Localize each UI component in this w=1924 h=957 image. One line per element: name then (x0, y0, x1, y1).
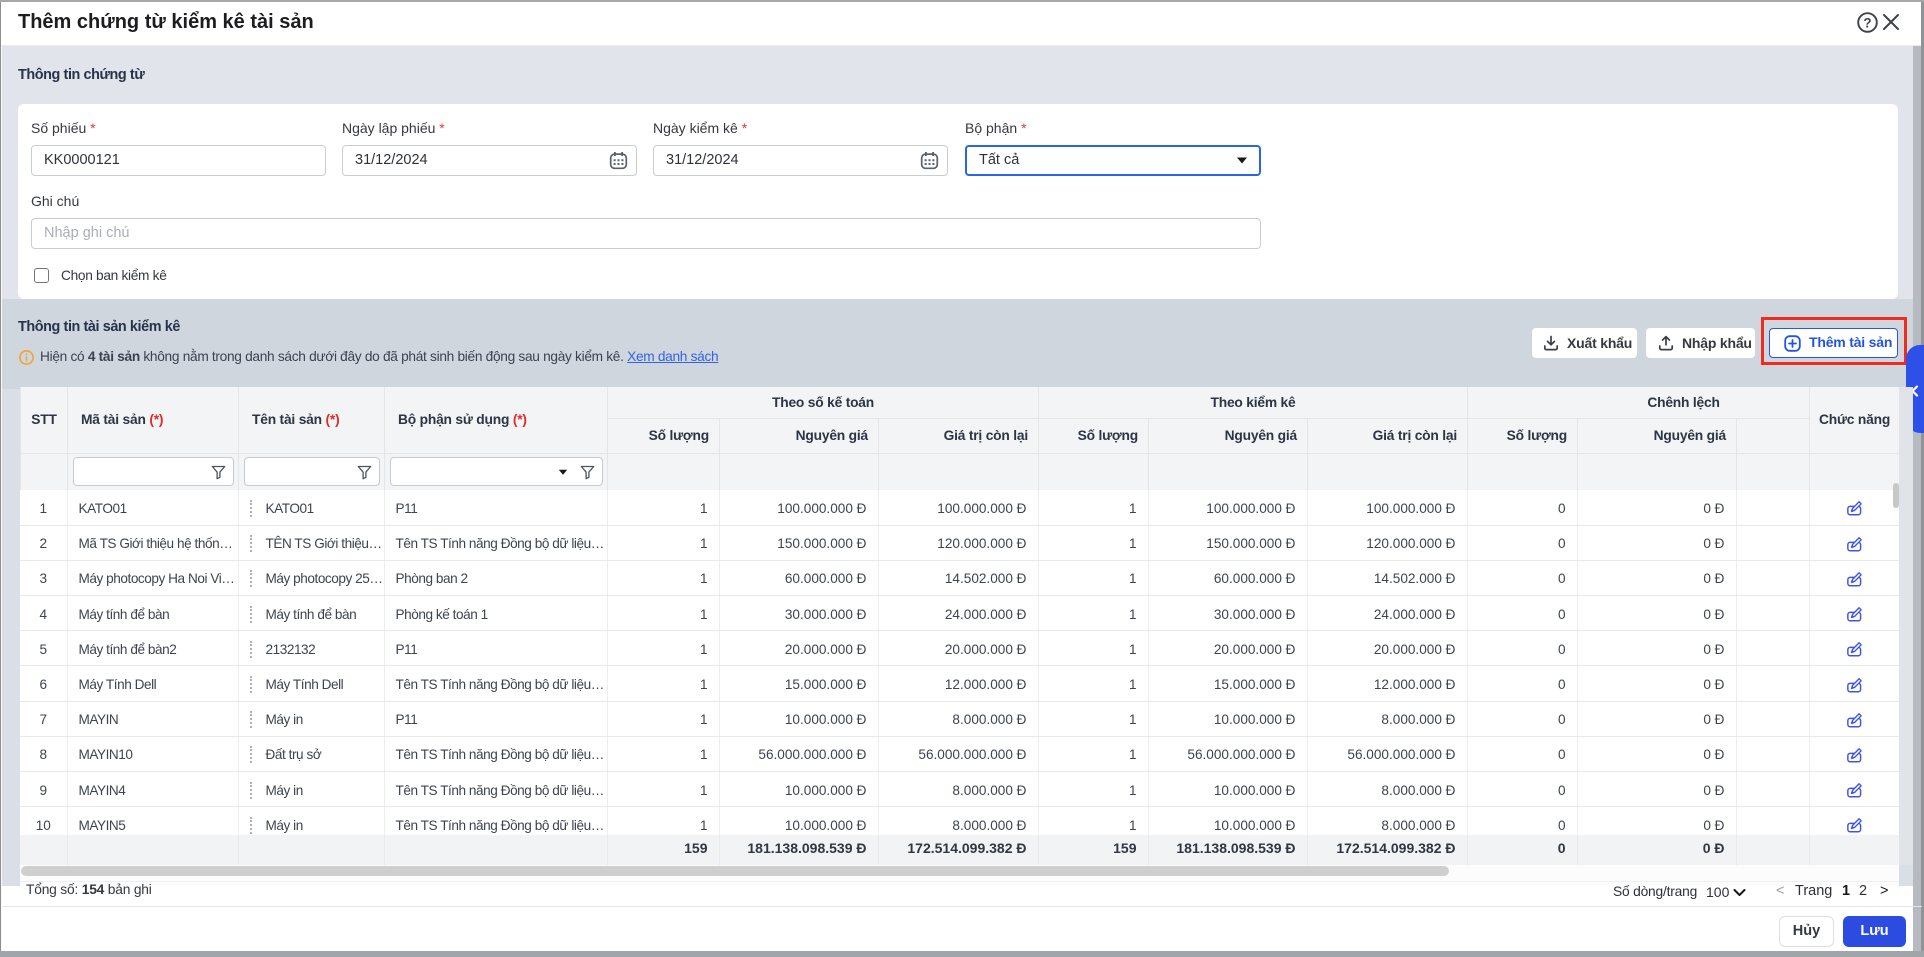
svg-text:?: ? (1863, 15, 1871, 30)
